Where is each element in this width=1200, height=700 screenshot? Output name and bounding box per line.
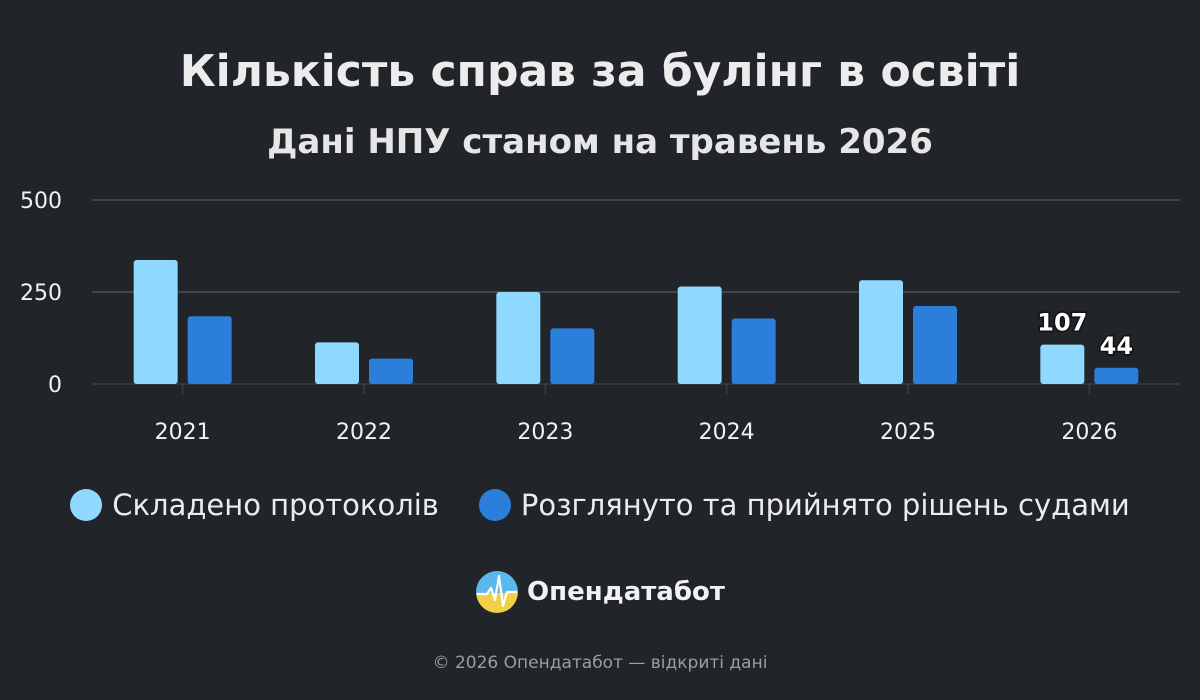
chart-subtitle: Дані НПУ станом на травень 2026 [267, 122, 933, 162]
data-label-court-decisions-2026: 44 [1100, 332, 1133, 360]
legend-marker-protocols [70, 489, 103, 521]
x-tick-label-2025: 2025 [880, 420, 936, 445]
legend-item-court-decisions[interactable]: Розглянуто та прийнято рішень судами [478, 488, 1130, 522]
chart-title: Кількість справ за булінг в освіті [179, 46, 1021, 97]
opendatabot-logo-icon [476, 571, 519, 613]
bar-chart: 0 250 500 2021 2022 2023 2024 2025 2026 107 44 [20, 189, 1180, 445]
x-tick-label-2022: 2022 [336, 420, 392, 445]
bar-court-decisions-2021 [187, 316, 232, 384]
legend-item-protocols[interactable]: Складено протоколів [70, 488, 439, 522]
y-tick-label-0: 0 [48, 373, 62, 398]
bar-court-decisions-2026 [1094, 367, 1139, 384]
chart-legend: Складено протоколів Розглянуто та прийня… [0, 488, 1200, 522]
legend-label-court-decisions: Розглянуто та прийнято рішень судами [520, 488, 1130, 522]
x-tick-label-2024: 2024 [699, 420, 755, 445]
bar-protocols-2021 [133, 259, 178, 384]
y-tick-label-500: 500 [20, 189, 62, 214]
bar-protocols-2022 [315, 342, 359, 384]
x-tick-label-2026: 2026 [1061, 420, 1117, 445]
bar-protocols-2026 [1040, 344, 1085, 384]
bar-court-decisions-2022 [369, 358, 413, 384]
x-tick-label-2023: 2023 [517, 420, 573, 445]
footer-text: © 2026 Опендатабот — відкриті дані [432, 653, 768, 673]
brand-name: Опендатабот [527, 577, 725, 607]
bar-court-decisions-2024 [731, 318, 776, 384]
legend-marker-court-decisions [478, 489, 511, 521]
bar-protocols-2024 [677, 286, 722, 384]
x-tick-label-2021: 2021 [155, 420, 211, 445]
brand: Опендатабот [0, 570, 1200, 614]
bar-protocols-2023 [496, 292, 541, 384]
y-tick-label-250: 250 [20, 281, 62, 306]
data-label-protocols-2026: 107 [1037, 309, 1087, 337]
bar-court-decisions-2025 [913, 305, 957, 384]
bar-court-decisions-2023 [550, 328, 595, 384]
legend-label-protocols: Складено протоколів [112, 488, 439, 522]
bar-protocols-2025 [859, 280, 903, 384]
